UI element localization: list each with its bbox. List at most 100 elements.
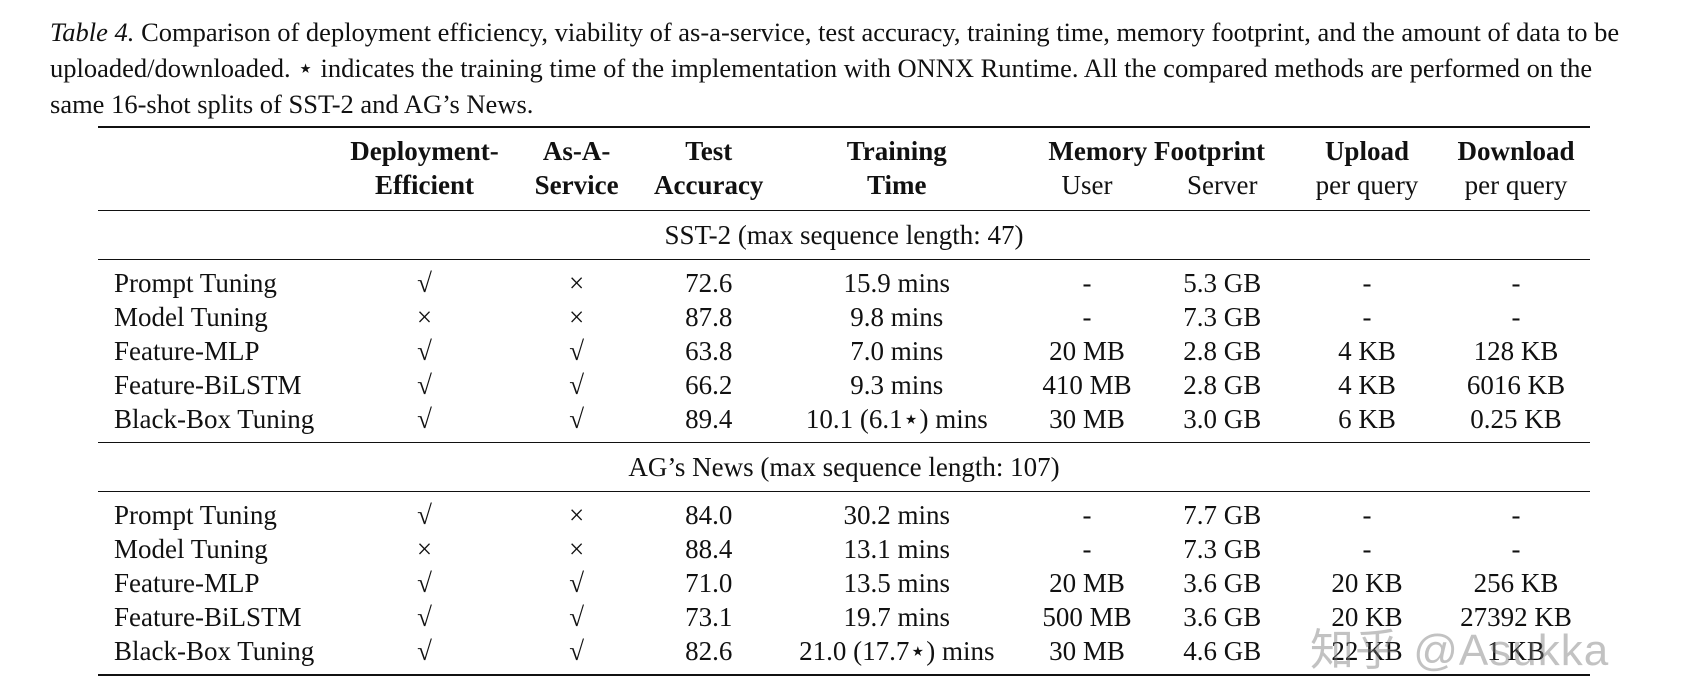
comparison-table: Deployment- As-A- Test Training Memory F…: [98, 126, 1590, 676]
cell: -: [1082, 301, 1092, 332]
method-cell: Feature-MLP: [114, 335, 260, 366]
cell: -: [1362, 499, 1372, 530]
section-title: SST-2 (max sequence length: 47): [664, 219, 1024, 250]
table-row: Prompt Tuning √ × 84.0 30.2 mins - 7.7 GB - -: [98, 491, 1590, 533]
cell: √: [569, 601, 585, 632]
cell: 7.7 GB: [1183, 499, 1262, 530]
cell: ×: [569, 301, 585, 332]
cell: √: [569, 369, 585, 400]
header-service: Service: [534, 169, 619, 200]
cell: 22 KB: [1331, 635, 1403, 666]
cell: √: [417, 499, 432, 530]
cell: √: [417, 635, 432, 666]
header-training: Training: [846, 135, 947, 166]
method-cell: Black-Box Tuning: [114, 635, 315, 666]
cell: -: [1362, 533, 1372, 564]
header-download: Download: [1457, 135, 1575, 166]
header-upload: Upload: [1324, 135, 1409, 166]
table-row: Black-Box Tuning √ √ 89.4 10.1 (6.1⋆) mins 30…: [98, 402, 1590, 443]
header-upload-per-query: per query: [1315, 169, 1419, 200]
header-empty: [98, 127, 341, 168]
caption-label: Table 4.: [50, 17, 135, 47]
cell: -: [1511, 301, 1521, 332]
header-deployment: Deployment-: [350, 135, 499, 166]
cell: 1 KB: [1487, 635, 1545, 666]
cell: -: [1082, 267, 1092, 298]
cell: 89.4: [685, 403, 733, 434]
agnews-rows: Prompt Tuning √ × 84.0 30.2 mins -7.7 GB - - Mo…: [98, 491, 1590, 675]
cell: 87.8: [685, 301, 733, 332]
cell: 7.3 GB: [1183, 301, 1262, 332]
cell: ×: [416, 533, 433, 564]
cell: √: [417, 601, 432, 632]
cell: √: [417, 335, 432, 366]
cell: 73.1: [685, 601, 733, 632]
cell: -: [1511, 267, 1521, 298]
method-cell: Prompt Tuning: [114, 499, 277, 530]
cell: 3.6 GB: [1183, 601, 1262, 632]
header-server: Server: [1186, 169, 1258, 200]
method-cell: Feature-BiLSTM: [114, 601, 302, 632]
cell: 30 MB: [1049, 403, 1125, 434]
table-header: Deployment- As-A- Test Training Memory F…: [98, 127, 1590, 211]
cell: 5.3 GB: [1183, 267, 1262, 298]
cell: 500 MB: [1042, 601, 1132, 632]
cell: √: [417, 267, 432, 298]
table-row: Model Tuning × × 88.4 13.1 mins - 7.3 GB - -: [98, 532, 1590, 566]
cell: -: [1082, 533, 1092, 564]
table-row: Black-Box Tuning √ √ 82.6 21.0 (17.7⋆) mins 3…: [98, 634, 1590, 675]
cell: -: [1362, 267, 1372, 298]
table-row: Feature-BiLSTM √ √ 66.2 9.3 mins 410 MB 2.8 GB…: [98, 368, 1590, 402]
cell: 7.0 mins: [850, 335, 944, 366]
cell: 19.7 mins: [843, 601, 951, 632]
sst2-rows: Prompt Tuning √ × 72.6 15.9 mins -5.3 GB - - Mo…: [98, 259, 1590, 443]
cell: 9.3 mins: [850, 369, 944, 400]
cell: 4.6 GB: [1183, 635, 1262, 666]
cell: 30.2 mins: [843, 499, 951, 530]
cell: √: [417, 369, 432, 400]
cell: 4 KB: [1338, 335, 1396, 366]
cell: 10.1 (6.1⋆) mins: [805, 403, 988, 434]
header-test: Test: [685, 135, 733, 166]
cell: 3.0 GB: [1183, 403, 1262, 434]
cell: 20 MB: [1049, 567, 1125, 598]
header-memory-footprint: Memory Footprint: [1048, 135, 1266, 166]
cell: 71.0: [685, 567, 733, 598]
cell: 2.8 GB: [1183, 369, 1262, 400]
cell: 82.6: [685, 635, 733, 666]
cell: 66.2: [685, 369, 733, 400]
cell: 20 KB: [1331, 567, 1403, 598]
table-row: Feature-MLP √ √ 63.8 7.0 mins 20 MB 2.8 GB 4 KB…: [98, 334, 1590, 368]
cell: 3.6 GB: [1183, 567, 1262, 598]
cell: √: [569, 335, 585, 366]
method-cell: Model Tuning: [114, 533, 268, 564]
table-row: Feature-BiLSTM √ √ 73.1 19.7 mins 500 MB 3.6 G…: [98, 600, 1590, 634]
cell: 2.8 GB: [1183, 335, 1262, 366]
cell: 6016 KB: [1466, 369, 1566, 400]
cell: -: [1362, 301, 1372, 332]
method-cell: Feature-BiLSTM: [114, 369, 302, 400]
cell: √: [417, 567, 432, 598]
cell: 20 MB: [1049, 335, 1125, 366]
cell: 9.8 mins: [850, 301, 944, 332]
cell: 72.6: [685, 267, 733, 298]
cell: 0.25 KB: [1470, 403, 1562, 434]
cell: √: [417, 403, 432, 434]
cell: 27392 KB: [1460, 601, 1572, 632]
cell: 30 MB: [1049, 635, 1125, 666]
table-row: Model Tuning × × 87.8 9.8 mins - 7.3 GB - -: [98, 300, 1590, 334]
cell: 6 KB: [1338, 403, 1396, 434]
header-as-a-service: As-A-: [542, 135, 611, 166]
method-cell: Model Tuning: [114, 301, 268, 332]
cell: 410 MB: [1042, 369, 1132, 400]
cell: -: [1082, 499, 1092, 530]
cell: 13.1 mins: [843, 533, 951, 564]
cell: 4 KB: [1338, 369, 1396, 400]
cell: 7.3 GB: [1183, 533, 1262, 564]
cell: 256 KB: [1473, 567, 1559, 598]
table-caption: Table 4. Comparison of deployment effici…: [50, 14, 1650, 122]
cell: 63.8: [685, 335, 733, 366]
cell: 13.5 mins: [843, 567, 951, 598]
header-download-per-query: per query: [1464, 169, 1568, 200]
cell: 20 KB: [1331, 601, 1403, 632]
